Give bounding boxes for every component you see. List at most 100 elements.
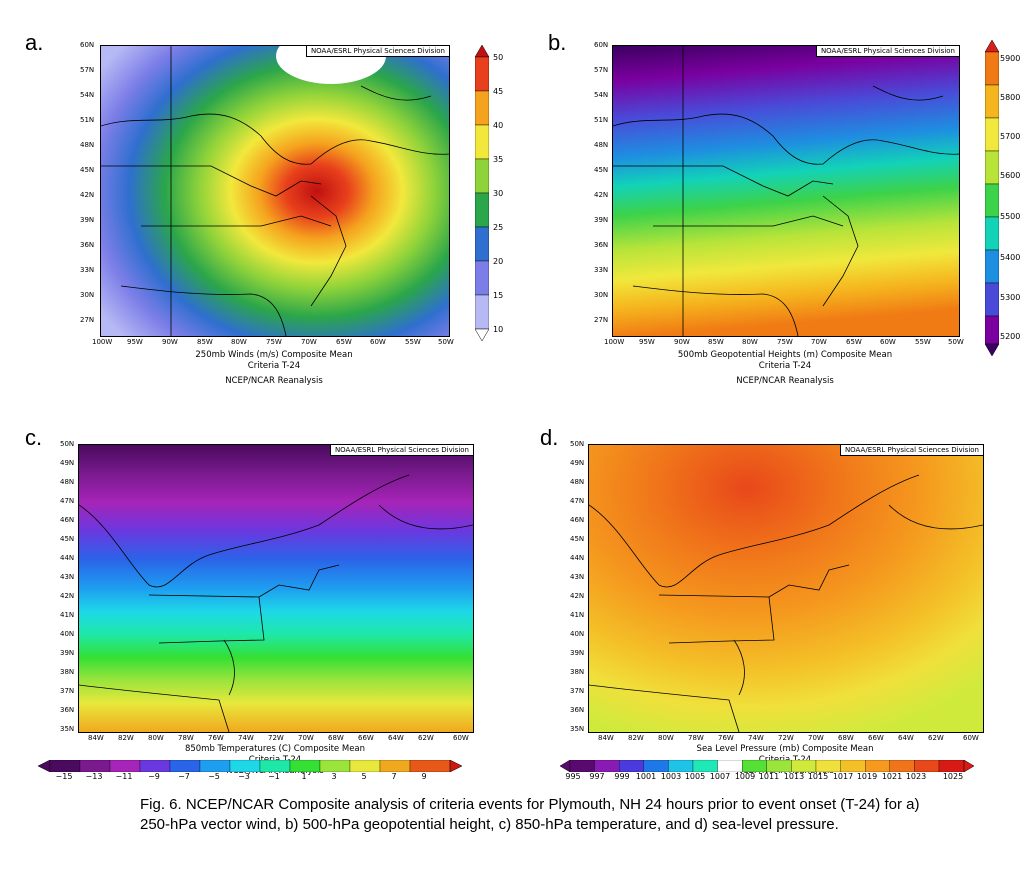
- colorbar-label: 1015: [807, 772, 829, 781]
- colorbar-label: 1005: [684, 772, 706, 781]
- colorbar-label: 10: [493, 325, 504, 334]
- xtick: 100W: [604, 338, 625, 346]
- colorbar-label: −1: [268, 772, 280, 781]
- panel-a-subtitle: Criteria T-24: [247, 361, 301, 371]
- xtick: 70W: [808, 734, 824, 742]
- ytick: 41N: [570, 611, 585, 619]
- ytick: 47N: [570, 497, 585, 505]
- xtick: 66W: [868, 734, 884, 742]
- ytick: 35N: [60, 725, 75, 733]
- ytick: 57N: [594, 66, 609, 74]
- colorbar-label: 15: [493, 291, 504, 300]
- panel-a-yticks: 60N 57N 54N 51N 48N 45N 42N 39N 36N 33N …: [80, 41, 100, 335]
- ytick: 40N: [570, 630, 585, 638]
- figure-caption: Fig. 6. NCEP/NCAR Composite analysis of …: [140, 796, 920, 833]
- colorbar-label: 1019: [856, 772, 878, 781]
- colorbar-label: 35: [493, 155, 504, 164]
- xtick: 80W: [148, 734, 164, 742]
- colorbar-label: 1013: [783, 772, 805, 781]
- panel-c-title: 850mb Temperatures (C) Composite Mean: [184, 744, 366, 754]
- panel-a-xticks: 100W 95W 90W 85W 80W 75W 70W 65W 60W 55W…: [92, 338, 454, 348]
- ytick: 37N: [60, 687, 75, 695]
- ytick: 38N: [60, 668, 75, 676]
- temperature-field-svg: [79, 445, 473, 732]
- xtick: 76W: [718, 734, 734, 742]
- panel-a-colorbar: [475, 45, 489, 342]
- xtick: 62W: [928, 734, 944, 742]
- ytick: 36N: [80, 241, 95, 249]
- panel-d-yticks: 50N 49N 48N 47N 46N 45N 44N 43N 42N 41N …: [570, 440, 588, 733]
- ytick: 41N: [60, 611, 75, 619]
- panel-c-colorbar: [38, 760, 462, 772]
- ytick: 40N: [60, 630, 75, 638]
- ytick: 42N: [80, 191, 95, 199]
- panel-a-letter: a.: [25, 30, 44, 55]
- ytick: 48N: [60, 478, 75, 486]
- colorbar-label: 5600: [1000, 171, 1021, 180]
- xtick: 82W: [628, 734, 644, 742]
- panel-b-title: 500mb Geopotential Heights (m) Composite…: [677, 350, 893, 360]
- colorbar-label: 1007: [709, 772, 731, 781]
- xtick: 62W: [418, 734, 434, 742]
- xtick: 90W: [674, 338, 690, 346]
- colorbar-label: 5800: [1000, 93, 1021, 102]
- xtick: 76W: [208, 734, 224, 742]
- colorbar-label: 5500: [1000, 212, 1021, 221]
- panel-b-colorbar: [985, 40, 999, 357]
- ytick: 36N: [594, 241, 609, 249]
- panel-b-source: NCEP/NCAR Reanalysis: [736, 376, 834, 386]
- colorbar-label: 25: [493, 223, 504, 232]
- xtick: 80W: [658, 734, 674, 742]
- ytick: 42N: [570, 592, 585, 600]
- ytick: 45N: [570, 535, 585, 543]
- panel-c-xticks: 84W 82W 80W 78W 76W 74W 72W 70W 68W 66W …: [78, 734, 472, 744]
- ytick: 39N: [60, 649, 75, 657]
- ytick: 48N: [594, 141, 609, 149]
- panel-b-xticks: 100W 95W 90W 85W 80W 75W 70W 65W 60W 55W…: [604, 338, 964, 348]
- xtick: 74W: [238, 734, 254, 742]
- xtick: 65W: [336, 338, 352, 346]
- xtick: 84W: [88, 734, 104, 742]
- xtick: 55W: [405, 338, 421, 346]
- panel-b-map: NOAA/ESRL Physical Sciences Division: [612, 45, 960, 337]
- panel-b-letter: b.: [548, 30, 567, 55]
- xtick: 60W: [453, 734, 469, 742]
- ytick: 39N: [570, 649, 585, 657]
- ytick: 54N: [594, 91, 609, 99]
- panel-c-banner: NOAA/ESRL Physical Sciences Division: [329, 445, 473, 456]
- panel-d-map: NOAA/ESRL Physical Sciences Division: [588, 444, 984, 733]
- panel-c-yticks: 50N 49N 48N 47N 46N 45N 44N 43N 42N 41N …: [60, 440, 78, 733]
- ytick: 47N: [60, 497, 75, 505]
- panel-b-yticks: 60N 57N 54N 51N 48N 45N 42N 39N 36N 33N …: [594, 41, 612, 335]
- ytick: 43N: [570, 573, 585, 581]
- ytick: 27N: [80, 316, 95, 324]
- colorbar-label: 7: [391, 772, 397, 781]
- xtick: 84W: [598, 734, 614, 742]
- panel-b-subtitle: Criteria T-24: [758, 361, 812, 371]
- colorbar-label: −9: [148, 772, 160, 781]
- colorbar-label: 1003: [660, 772, 682, 781]
- xtick: 55W: [915, 338, 931, 346]
- ytick: 48N: [80, 141, 95, 149]
- colorbar-label: 1021: [881, 772, 903, 781]
- colorbar-label: 1025: [942, 772, 964, 781]
- xtick: 64W: [898, 734, 914, 742]
- panel-d-xticks: 84W 82W 80W 78W 76W 74W 72W 70W 68W 66W …: [588, 734, 982, 744]
- ytick: 54N: [80, 91, 95, 99]
- xtick: 68W: [838, 734, 854, 742]
- panel-d-banner: NOAA/ESRL Physical Sciences Division: [839, 445, 983, 456]
- xtick: 100W: [92, 338, 113, 346]
- xtick: 60W: [963, 734, 979, 742]
- panel-d-title: Sea Level Pressure (mb) Composite Mean: [696, 744, 874, 754]
- panel-d-letter: d.: [540, 425, 559, 450]
- ytick: 33N: [594, 266, 609, 274]
- ytick: 51N: [80, 116, 95, 124]
- ytick: 60N: [80, 41, 95, 49]
- colorbar-label: 45: [493, 87, 504, 96]
- xtick: 80W: [742, 338, 758, 346]
- colorbar-label: −11: [115, 772, 133, 781]
- ytick: 51N: [594, 116, 609, 124]
- xtick: 95W: [127, 338, 143, 346]
- ytick: 42N: [594, 191, 609, 199]
- ytick: 33N: [80, 266, 95, 274]
